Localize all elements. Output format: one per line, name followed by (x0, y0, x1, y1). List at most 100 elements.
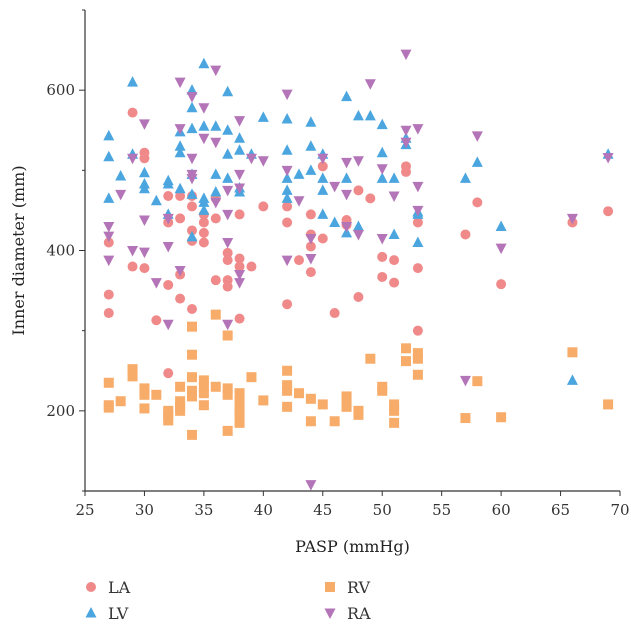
data-point-la (175, 293, 186, 304)
legend: LA RV LV RA (85, 578, 371, 623)
legend-marker-ra (324, 608, 336, 619)
data-point-rv (341, 396, 352, 407)
data-point-rv (175, 405, 186, 416)
data-point-la (234, 261, 245, 272)
data-point-lv (376, 118, 388, 130)
data-point-lv (210, 120, 222, 131)
data-point-lv (174, 146, 186, 158)
axes (79, 9, 621, 496)
data-point-lv (103, 192, 115, 203)
data-point-rv (222, 425, 233, 436)
data-point-rv (187, 391, 197, 402)
data-point-la (317, 233, 328, 244)
data-point-ra (400, 137, 412, 149)
data-point-ra (234, 278, 246, 289)
data-point-rv (198, 400, 209, 411)
data-point-ra (162, 241, 174, 253)
data-point-la (103, 308, 114, 319)
data-point-lv (305, 164, 317, 175)
data-point-rv (198, 375, 209, 386)
data-point-rv (222, 389, 233, 400)
data-point-la (163, 190, 174, 201)
data-point-lv (186, 101, 198, 113)
data-point-rv (187, 349, 197, 360)
data-point-ra (174, 266, 186, 277)
data-point-ra (222, 319, 234, 331)
data-point-ra (222, 237, 234, 249)
data-point-la (187, 201, 197, 212)
x-tick-label: 50 (373, 501, 392, 519)
data-point-ra (234, 270, 246, 281)
data-point-ra (162, 213, 174, 225)
data-point-rv (341, 401, 352, 412)
y-tick-label: 400 (46, 242, 75, 260)
data-point-ra (234, 183, 246, 194)
data-point-lv (222, 124, 234, 135)
data-point-lv (234, 144, 246, 155)
data-point-lv (103, 129, 115, 141)
data-point-lv (174, 182, 186, 194)
data-point-rv (389, 405, 400, 416)
data-point-lv (138, 182, 150, 194)
data-point-rv (163, 409, 174, 420)
data-point-ra (376, 233, 388, 245)
data-point-la (258, 201, 269, 212)
legend-label-lv: LV (108, 604, 129, 623)
data-point-ra (138, 247, 150, 259)
data-point-la (246, 261, 257, 272)
data-point-rv (127, 371, 138, 382)
data-point-la (305, 209, 316, 220)
data-point-lv (210, 168, 222, 179)
data-point-lv (293, 168, 305, 179)
data-point-rv (210, 309, 221, 320)
data-point-rv (103, 377, 114, 388)
data-point-lv (186, 122, 198, 134)
data-point-la (234, 209, 245, 220)
data-point-rv (222, 383, 233, 394)
data-point-la (198, 227, 209, 238)
data-point-la (210, 275, 221, 286)
data-point-rv (460, 413, 471, 424)
data-point-rv (139, 403, 150, 414)
data-point-rv (175, 381, 186, 392)
data-point-la (377, 271, 388, 282)
data-point-rv (377, 385, 388, 396)
data-point-ra (138, 119, 150, 130)
data-point-lv (150, 194, 162, 206)
data-point-ra (495, 243, 507, 255)
data-point-rv (175, 396, 186, 407)
data-point-rv (139, 383, 150, 394)
data-point-la (198, 237, 209, 248)
data-point-lv (198, 120, 210, 131)
data-point-la (282, 201, 293, 212)
data-point-la (603, 206, 614, 217)
x-tick-label: 65 (551, 501, 570, 519)
data-point-rv (222, 330, 233, 341)
data-point-lv (198, 196, 210, 207)
data-point-lv (281, 113, 293, 124)
data-point-ra (352, 229, 364, 241)
data-point-rv (163, 415, 174, 426)
x-tick-label: 55 (432, 501, 451, 519)
data-point-lv (364, 109, 376, 121)
data-point-ra (376, 164, 388, 175)
data-point-lv (317, 184, 329, 195)
data-point-lv (329, 216, 341, 227)
data-point-rv (294, 388, 304, 399)
data-point-ra (281, 165, 293, 177)
data-point-la (329, 308, 340, 319)
x-tick-label: 40 (254, 501, 273, 519)
legend-marker-lv (85, 607, 97, 618)
data-point-rv (401, 356, 411, 367)
data-point-ra (245, 153, 257, 165)
data-point-ra (222, 209, 234, 221)
data-point-ra (103, 231, 115, 243)
legend-label-rv: RV (347, 578, 370, 597)
data-point-ra (341, 189, 353, 201)
data-point-rv (353, 409, 364, 420)
data-point-ra (115, 189, 127, 201)
points-layer (103, 49, 614, 491)
data-point-la (163, 279, 174, 290)
data-point-la (353, 291, 364, 302)
